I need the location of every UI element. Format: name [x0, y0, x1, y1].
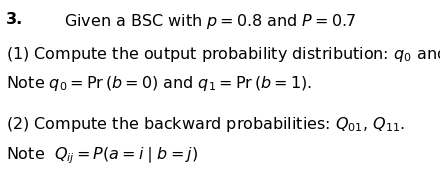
Text: (2) Compute the backward probabilities: $Q_{01}$, $Q_{11}$.: (2) Compute the backward probabilities: … — [6, 116, 405, 135]
Text: 3.: 3. — [6, 12, 23, 27]
Text: Note  $Q_{ij} = P(a = i \mid b = j)$: Note $Q_{ij} = P(a = i \mid b = j)$ — [6, 145, 198, 166]
Text: (1) Compute the output probability distribution: $q_0$ and $q_1$.: (1) Compute the output probability distr… — [6, 45, 440, 64]
Text: Given a BSC with $p = 0.8$ and $P = 0.7$: Given a BSC with $p = 0.8$ and $P = 0.7$ — [64, 12, 356, 31]
Text: Note $q_0 = \mathrm{Pr}\,(b = 0)$ and $q_1 = \mathrm{Pr}\,(b = 1)$.: Note $q_0 = \mathrm{Pr}\,(b = 0)$ and $q… — [6, 74, 312, 93]
